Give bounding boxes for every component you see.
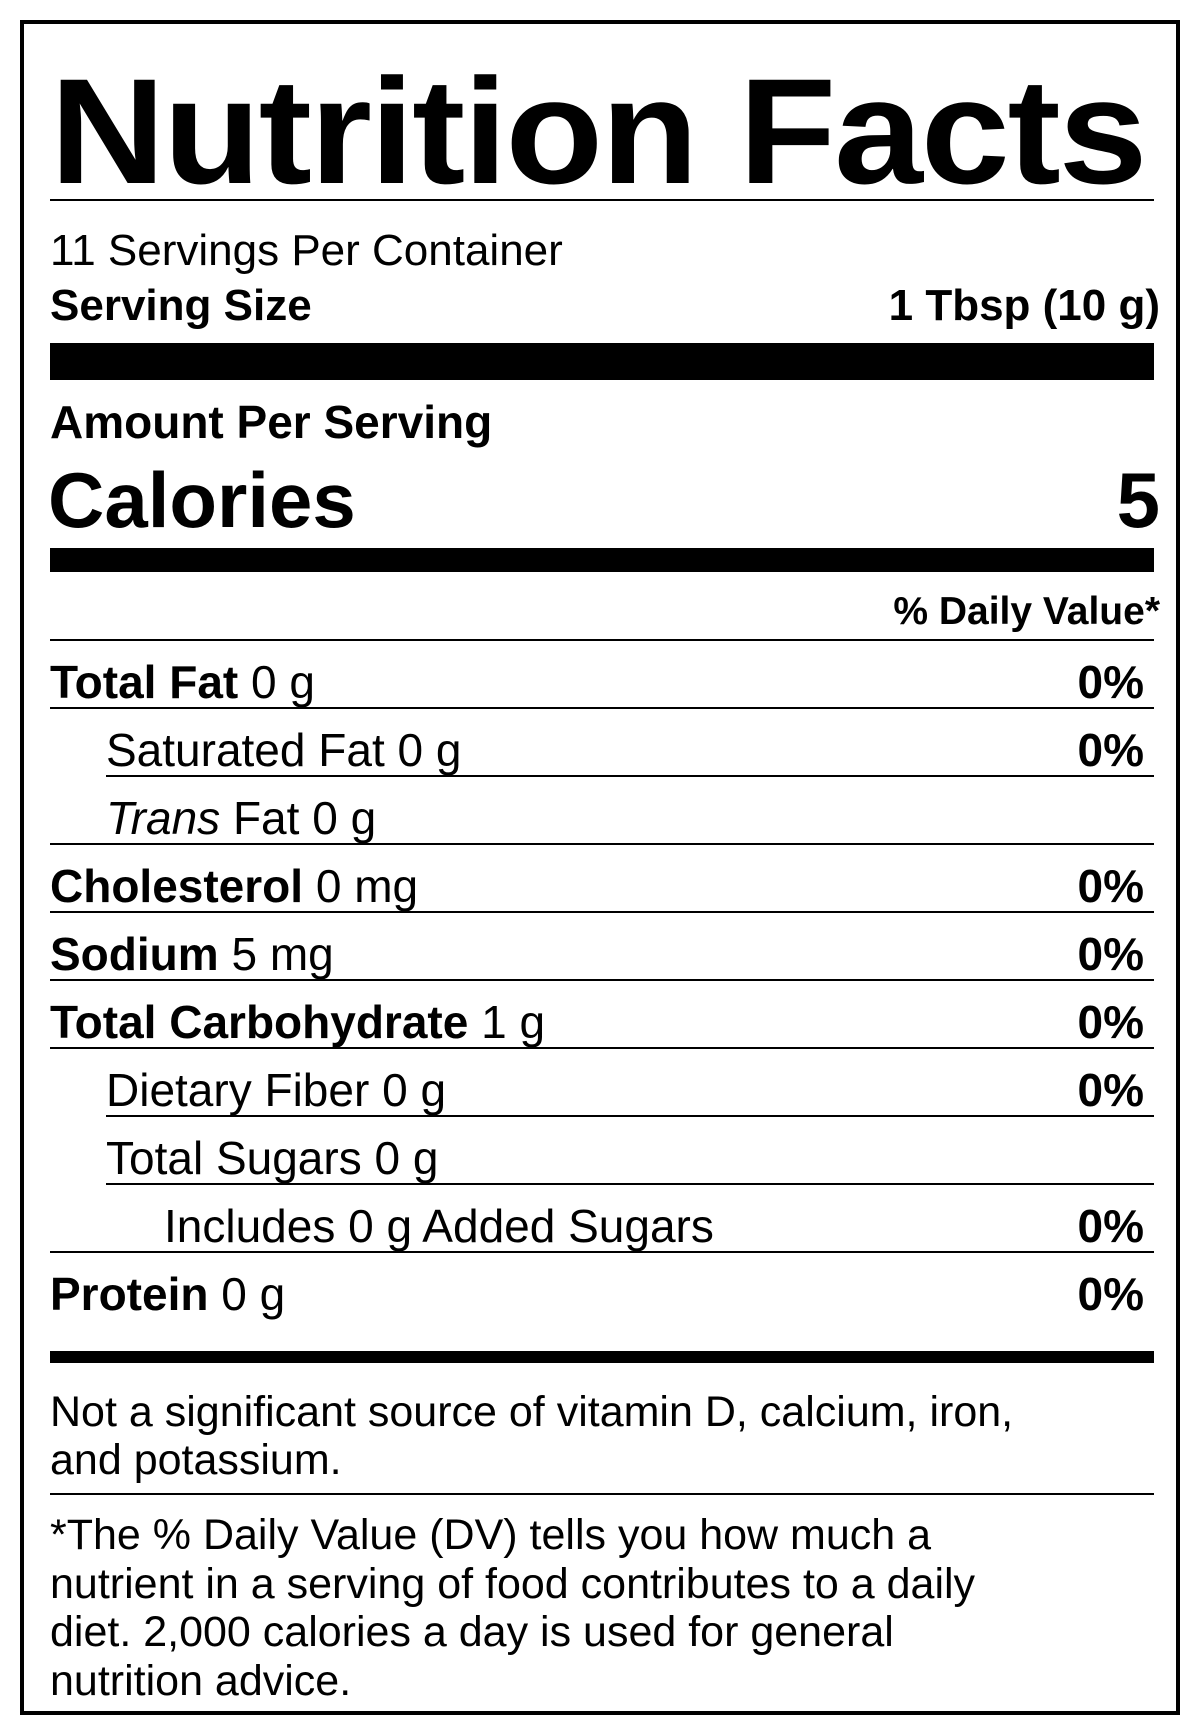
- footnote-line: *The % Daily Value (DV) tells you how mu…: [50, 1511, 932, 1559]
- nutrient-daily-value: 0%: [1077, 1200, 1144, 1252]
- nutrient-name: Dietary Fiber 0 g: [106, 1067, 446, 1113]
- nutrient-amount: 5 mg: [231, 928, 334, 980]
- nutrient-name: Cholesterol 0 mg: [50, 863, 418, 909]
- nutrient-row: Total Fat 0 g 0%: [50, 641, 1154, 709]
- nutrient-amount: 0 g: [312, 792, 377, 844]
- nutrient-row: Dietary Fiber 0 g 0%: [50, 1049, 1154, 1117]
- serving-size-value: 1 Tbsp (10 g): [888, 281, 1160, 330]
- nutrient-daily-value: 0%: [1077, 996, 1144, 1048]
- nutrient-label: Total Carbohydrate: [50, 996, 469, 1048]
- nutrient-row: Total Carbohydrate 1 g 0%: [50, 981, 1154, 1049]
- row-divider: [106, 775, 1154, 777]
- nutrient-daily-value: 0%: [1077, 1064, 1144, 1116]
- nutrient-daily-value: 0%: [1077, 860, 1144, 912]
- nutrient-name: Protein 0 g: [50, 1271, 285, 1317]
- row-divider: [106, 1115, 1154, 1117]
- nutrient-label: Saturated Fat: [106, 724, 385, 776]
- nutrient-label: Sodium: [50, 928, 219, 980]
- nutrient-amount: 1 g: [481, 996, 546, 1048]
- not-significant-line: Not a significant source of vitamin D, c…: [50, 1388, 1014, 1436]
- divider-thin: [50, 199, 1154, 201]
- nutrient-amount: 0 g: [374, 1132, 439, 1184]
- nutrient-label: Total Fat: [50, 656, 239, 708]
- nutrient-label-suffix: Fat: [220, 792, 300, 844]
- nutrient-name: Total Fat 0 g: [50, 659, 315, 705]
- footnote-line: diet. 2,000 calories a day is used for g…: [50, 1608, 894, 1656]
- label-title: Nutrition Facts: [50, 47, 1148, 215]
- servings-per-container: 11 Servings Per Container: [50, 226, 563, 275]
- row-divider: [50, 843, 1154, 845]
- nutrient-amount: 0 g: [221, 1268, 286, 1320]
- row-divider: [50, 1047, 1154, 1049]
- nutrient-name: Total Sugars 0 g: [106, 1135, 438, 1181]
- nutrient-name: Saturated Fat 0 g: [106, 727, 461, 773]
- serving-size-label: Serving Size: [50, 281, 312, 330]
- nutrient-row: Saturated Fat 0 g 0%: [50, 709, 1154, 777]
- nutrient-row: Trans Fat 0 g: [50, 777, 1154, 845]
- nutrient-label: Includes 0 g Added Sugars: [164, 1200, 714, 1252]
- nutrient-label: Dietary Fiber: [106, 1064, 370, 1116]
- nutrient-name: Total Carbohydrate 1 g: [50, 999, 545, 1045]
- nutrient-list: Total Fat 0 g 0% Saturated Fat 0 g 0% Trans …: [50, 641, 1154, 1321]
- nutrient-row: Sodium 5 mg 0%: [50, 913, 1154, 981]
- nutrient-label: Protein: [50, 1268, 209, 1320]
- nutrient-amount: 0 mg: [315, 860, 419, 912]
- nutrient-row: Cholesterol 0 mg 0%: [50, 845, 1154, 913]
- divider-thin: [50, 639, 1154, 641]
- nutrient-name: Trans Fat 0 g: [106, 795, 376, 841]
- row-divider: [50, 979, 1154, 981]
- calories-label: Calories: [48, 456, 356, 544]
- divider-medium: [50, 548, 1154, 572]
- not-significant-line: and potassium.: [50, 1436, 342, 1484]
- divider-thick: [50, 343, 1154, 380]
- nutrient-daily-value: 0%: [1077, 1268, 1144, 1320]
- nutrient-row: Includes 0 g Added Sugars 0%: [50, 1185, 1154, 1253]
- nutrient-name: Sodium 5 mg: [50, 931, 334, 977]
- nutrient-row: Protein 0 g 0%: [50, 1253, 1154, 1321]
- nutrient-label: Total Sugars: [106, 1132, 362, 1184]
- nutrient-name: Includes 0 g Added Sugars: [164, 1203, 714, 1249]
- nutrient-amount: 0 g: [251, 656, 315, 708]
- divider-medium: [50, 1351, 1154, 1363]
- row-divider: [50, 1251, 1154, 1253]
- daily-value-header: % Daily Value*: [893, 590, 1160, 633]
- nutrient-daily-value: 0%: [1077, 724, 1144, 776]
- nutrient-daily-value: 0%: [1077, 656, 1144, 708]
- nutrition-facts-label: Nutrition Facts 11 Servings Per Containe…: [20, 20, 1180, 1715]
- row-divider: [50, 707, 1154, 709]
- footnote-line: nutrient in a serving of food contribute…: [50, 1560, 976, 1608]
- nutrient-amount: 0 g: [397, 724, 462, 776]
- nutrient-label: Cholesterol: [50, 860, 304, 912]
- calories-value: 5: [1116, 456, 1160, 544]
- nutrient-label: Trans: [106, 792, 221, 844]
- nutrient-amount: 0 g: [382, 1064, 447, 1116]
- amount-per-serving: Amount Per Serving: [50, 396, 493, 448]
- divider-thin: [50, 1493, 1154, 1495]
- row-divider: [106, 1183, 1154, 1185]
- nutrient-row: Total Sugars 0 g: [50, 1117, 1154, 1185]
- row-divider: [50, 911, 1154, 913]
- footnote-line: nutrition advice.: [50, 1657, 352, 1705]
- nutrient-daily-value: 0%: [1077, 928, 1144, 980]
